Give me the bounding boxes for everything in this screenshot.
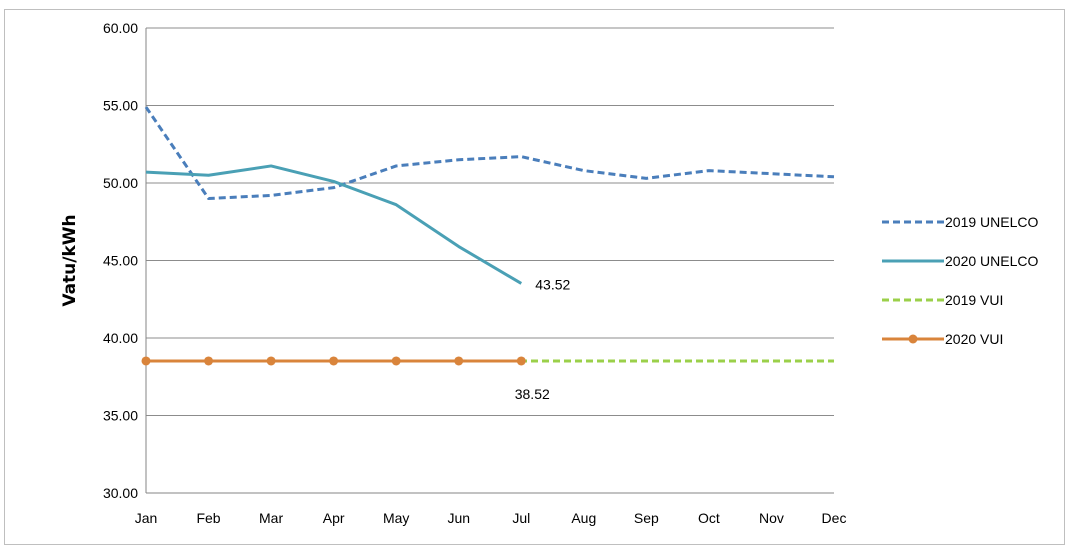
legend-label: 2019 UNELCO [945,214,1038,230]
chart-frame: 30.00 35.00 40.00 45.00 50.00 55.00 60.00 Jan F… [4,9,1065,545]
x-tick-label: Apr [323,510,345,526]
x-tick-label: Feb [196,510,220,526]
data-label: 43.52 [535,276,570,292]
x-tick-label: Sep [634,510,659,526]
data-point [454,356,464,366]
y-axis-title: Vatu/kWh [60,214,80,306]
legend: 2019 UNELCO 2020 UNELCO 2019 VUI 2020 VUI [882,214,1038,347]
x-tick-label: Aug [571,510,596,526]
legend-label: 2020 UNELCO [945,253,1038,269]
line-chart: 30.00 35.00 40.00 45.00 50.00 55.00 60.00 Jan F… [60,20,1038,526]
y-tick-label: 50.00 [103,175,138,191]
legend-label: 2019 VUI [945,292,1003,308]
series-line [145,164,523,285]
data-label: 38.52 [515,386,550,402]
x-tick-label: Dec [822,510,847,526]
y-tick-label: 30.00 [103,485,138,501]
legend-marker [908,334,918,344]
data-point [391,356,401,366]
y-tick-label: 35.00 [103,408,138,424]
y-tick-label: 45.00 [103,253,138,269]
x-tick-label: Jun [447,510,470,526]
series-line [144,106,835,200]
x-tick-label: Jul [512,510,530,526]
x-tick-labels: Jan Feb Mar Apr May Jun Jul Aug Sep Oct Nov Dec [135,510,847,526]
series-lines [144,106,835,363]
x-tick-label: Mar [259,510,283,526]
x-tick-label: Oct [698,510,720,526]
data-point [266,356,276,366]
x-tick-label: Jan [135,510,158,526]
x-tick-label: Nov [759,510,784,526]
data-point [329,356,339,366]
y-tick-label: 40.00 [103,330,138,346]
data-point [516,356,526,366]
x-tick-label: May [383,510,409,526]
y-tick-label: 55.00 [103,98,138,114]
data-labels: 43.52 38.52 [515,276,571,402]
data-point [204,356,214,366]
y-tick-label: 60.00 [103,20,138,36]
legend-label: 2020 VUI [945,331,1003,347]
data-point [141,356,151,366]
series-markers [141,356,526,366]
y-tick-labels: 30.00 35.00 40.00 45.00 50.00 55.00 60.00 [103,20,138,501]
gridlines [145,27,834,494]
